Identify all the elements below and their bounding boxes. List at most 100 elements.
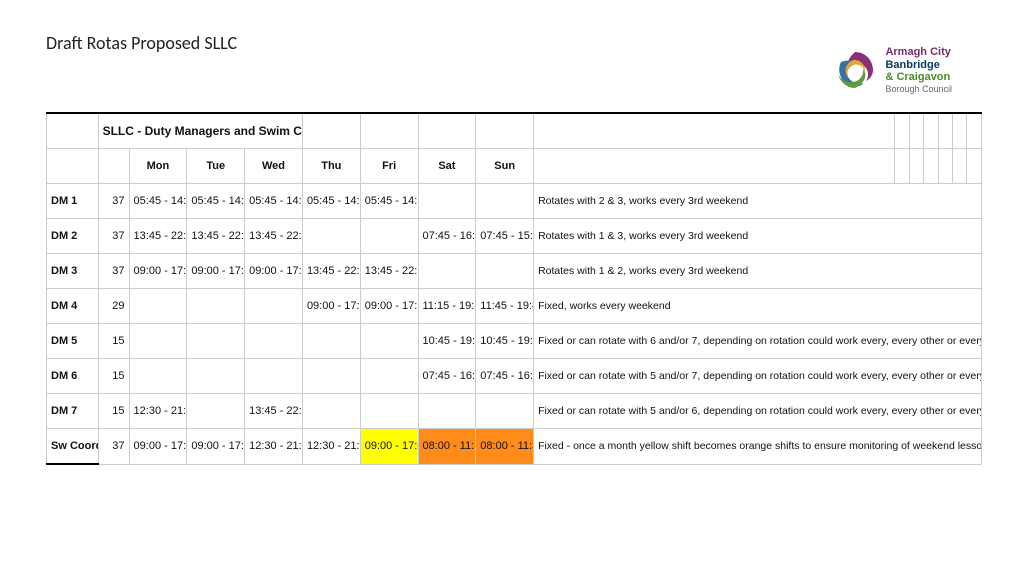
row-note: Rotates with 1 & 2, works every 3rd week… bbox=[534, 254, 982, 289]
table-row: DM 33709:00 - 17:3009:00 - 17:3009:00 - … bbox=[47, 254, 982, 289]
table-row: DM 23713:45 - 22:1513:45 - 22:1513:45 - … bbox=[47, 219, 982, 254]
shift-cell: 13:45 - 22:15 bbox=[245, 394, 303, 429]
shift-cell bbox=[302, 359, 360, 394]
shift-cell bbox=[245, 324, 303, 359]
row-label: DM 1 bbox=[47, 184, 99, 219]
shift-cell: 09:00 - 17:00 bbox=[245, 254, 303, 289]
row-note: Fixed or can rotate with 5 and/or 7, dep… bbox=[534, 359, 982, 394]
shift-cell bbox=[302, 219, 360, 254]
table-row: DM 42909:00 - 17:3009:00 - 17:3011:15 - … bbox=[47, 289, 982, 324]
shift-cell: 05:45 - 14:15 bbox=[302, 184, 360, 219]
shift-cell: 09:00 - 17:30 bbox=[187, 429, 245, 465]
shift-cell: 13:45 - 22:15 bbox=[129, 219, 187, 254]
shift-cell bbox=[360, 324, 418, 359]
shift-cell: 12:30 - 21:00 bbox=[129, 394, 187, 429]
logo-line4: Borough Council bbox=[885, 84, 952, 94]
rota-table: SLLC - Duty Managers and Swim Co-Ordinat… bbox=[46, 112, 982, 465]
shift-cell: 05:45 - 14:15 bbox=[360, 184, 418, 219]
shift-cell: 13:45 - 22:15 bbox=[360, 254, 418, 289]
row-note: Fixed or can rotate with 5 and/or 6, dep… bbox=[534, 394, 982, 429]
shift-cell: 13:45 - 22:15 bbox=[245, 219, 303, 254]
logo-line3: & Craigavon bbox=[885, 71, 952, 84]
shift-cell: 13:45 - 22:15 bbox=[187, 219, 245, 254]
row-hours: 37 bbox=[98, 429, 129, 465]
row-hours: 15 bbox=[98, 324, 129, 359]
shift-cell: 09:00 - 17:30 bbox=[129, 254, 187, 289]
shift-cell bbox=[129, 289, 187, 324]
table-row: Sw Coord3709:00 - 17:3009:00 - 17:3012:3… bbox=[47, 429, 982, 465]
shift-cell: 05:45 - 14:15 bbox=[245, 184, 303, 219]
shift-cell bbox=[245, 359, 303, 394]
shift-cell bbox=[418, 394, 476, 429]
row-note: Fixed, works every weekend bbox=[534, 289, 982, 324]
shift-cell: 13:45 - 22:15 bbox=[302, 254, 360, 289]
table-row: DM 13705:45 - 14:1505:45 - 14:1505:45 - … bbox=[47, 184, 982, 219]
row-label: DM 3 bbox=[47, 254, 99, 289]
row-label: DM 2 bbox=[47, 219, 99, 254]
shift-cell bbox=[187, 394, 245, 429]
shift-cell: 12:30 - 21:00 bbox=[245, 429, 303, 465]
row-label: DM 7 bbox=[47, 394, 99, 429]
row-note: Fixed - once a month yellow shift become… bbox=[534, 429, 982, 465]
shift-cell: 08:00 - 11:30 bbox=[418, 429, 476, 465]
shift-cell bbox=[360, 359, 418, 394]
shift-cell: 09:00 - 17:00 bbox=[360, 429, 418, 465]
shift-cell: 11:15 - 19:15 bbox=[418, 289, 476, 324]
row-hours: 37 bbox=[98, 184, 129, 219]
shift-cell bbox=[418, 184, 476, 219]
row-label: DM 6 bbox=[47, 359, 99, 394]
shift-cell: 05:45 - 14:15 bbox=[187, 184, 245, 219]
shift-cell bbox=[187, 324, 245, 359]
shift-cell bbox=[360, 219, 418, 254]
shift-cell bbox=[476, 254, 534, 289]
shift-cell bbox=[476, 394, 534, 429]
row-label: DM 4 bbox=[47, 289, 99, 324]
shift-cell bbox=[187, 289, 245, 324]
logo-swirl-icon bbox=[833, 48, 877, 92]
shift-cell: 12:30 - 21:00 bbox=[302, 429, 360, 465]
shift-cell: 07:45 - 15:45 bbox=[476, 219, 534, 254]
shift-cell bbox=[129, 324, 187, 359]
day-header: Wed bbox=[245, 149, 303, 184]
table-caption: SLLC - Duty Managers and Swim Co-Ordinat… bbox=[98, 113, 302, 149]
shift-cell: 09:00 - 17:30 bbox=[129, 429, 187, 465]
shift-cell bbox=[360, 394, 418, 429]
shift-cell bbox=[302, 394, 360, 429]
day-header: Mon bbox=[129, 149, 187, 184]
table-row: DM 71512:30 - 21:00 13:45 - 22:15 Fixed or… bbox=[47, 394, 982, 429]
day-header: Thu bbox=[302, 149, 360, 184]
row-hours: 37 bbox=[98, 219, 129, 254]
shift-cell bbox=[476, 184, 534, 219]
shift-cell: 07:45 - 16:15 bbox=[418, 359, 476, 394]
day-header: Fri bbox=[360, 149, 418, 184]
council-logo: Armagh City Banbridge & Craigavon Boroug… bbox=[833, 46, 952, 94]
row-hours: 15 bbox=[98, 359, 129, 394]
day-header: Tue bbox=[187, 149, 245, 184]
shift-cell: 09:00 - 17:30 bbox=[187, 254, 245, 289]
table-row: DM 61507:45 - 16:1507:45 - 16:15Fixed or… bbox=[47, 359, 982, 394]
row-hours: 15 bbox=[98, 394, 129, 429]
row-label: DM 5 bbox=[47, 324, 99, 359]
shift-cell bbox=[302, 324, 360, 359]
day-header: Sat bbox=[418, 149, 476, 184]
row-label: Sw Coord bbox=[47, 429, 99, 465]
shift-cell: 07:45 - 16:15 bbox=[476, 359, 534, 394]
shift-cell: 09:00 - 17:30 bbox=[360, 289, 418, 324]
shift-cell: 09:00 - 17:30 bbox=[302, 289, 360, 324]
shift-cell: 08:00 - 11:30 bbox=[476, 429, 534, 465]
row-hours: 29 bbox=[98, 289, 129, 324]
logo-line2: Banbridge bbox=[885, 59, 952, 72]
table-row: DM 51510:45 - 19:1510:45 - 19:15Fixed or… bbox=[47, 324, 982, 359]
shift-cell bbox=[245, 289, 303, 324]
shift-cell bbox=[187, 359, 245, 394]
shift-cell: 10:45 - 19:15 bbox=[476, 324, 534, 359]
shift-cell: 10:45 - 19:15 bbox=[418, 324, 476, 359]
shift-cell bbox=[129, 359, 187, 394]
row-note: Rotates with 2 & 3, works every 3rd week… bbox=[534, 184, 982, 219]
shift-cell bbox=[418, 254, 476, 289]
row-note: Fixed or can rotate with 6 and/or 7, dep… bbox=[534, 324, 982, 359]
shift-cell: 11:45 - 19:45 bbox=[476, 289, 534, 324]
row-note: Rotates with 1 & 3, works every 3rd week… bbox=[534, 219, 982, 254]
row-hours: 37 bbox=[98, 254, 129, 289]
day-header: Sun bbox=[476, 149, 534, 184]
